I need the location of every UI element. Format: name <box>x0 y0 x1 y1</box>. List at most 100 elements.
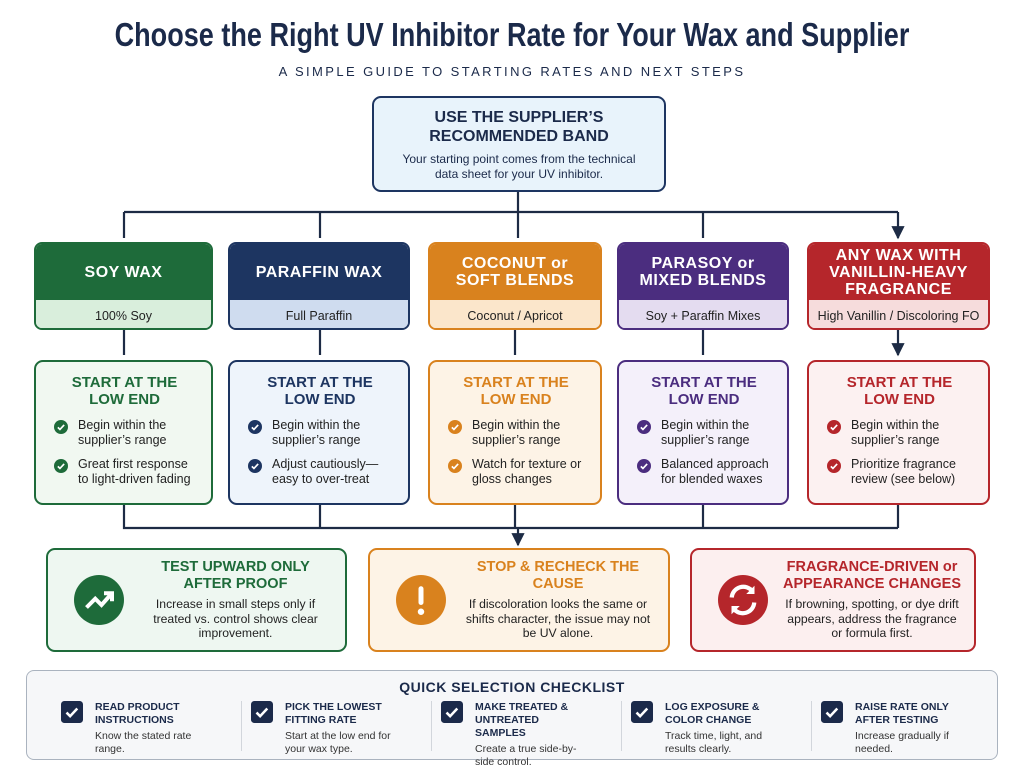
wax-subtitle: Soy + Paraffin Mixes <box>619 300 787 328</box>
checkbox-icon <box>821 701 843 723</box>
wax-subtitle: Coconut / Apricot <box>430 300 600 328</box>
item-title: LOG EXPOSURE & COLOR CHANGE <box>665 701 760 726</box>
checklist: QUICK SELECTION CHECKLIST READ PRODUCT I… <box>26 670 999 768</box>
check-icon <box>248 420 262 434</box>
step-point: Adjust cautiously—easy to over-treat <box>242 457 398 487</box>
item-body: MAKE TREATED & UNTREATED SAMPLES Create a… <box>475 701 585 768</box>
point-text: Adjust cautiously—easy to over-treat <box>272 457 379 486</box>
step-point: Balanced approach for blended waxes <box>631 457 777 487</box>
wax-title: PARASOY or MIXED BLENDS <box>619 244 787 300</box>
item-text: Know the stated rate range. <box>95 730 192 755</box>
start-box: USE THE SUPPLIER’S RECOMMENDED BAND Your… <box>372 96 666 192</box>
wax-title: PARAFFIN WAX <box>230 244 408 300</box>
step-box: START AT THE LOW END Begin within the sup… <box>807 360 990 505</box>
outcome-text: If browning, spotting, or dye drift appe… <box>785 597 959 641</box>
point-text: Watch for texture or gloss changes <box>472 457 582 486</box>
check-icon <box>54 420 68 434</box>
wax-title: ANY WAX WITH VANILLIN-HEAVY FRAGRANCE <box>809 244 988 300</box>
outcome-body: STOP & RECHECK THE CAUSE If discoloration… <box>460 559 668 641</box>
separator <box>811 701 812 751</box>
item-title: READ PRODUCT INSTRUCTIONS <box>95 701 180 726</box>
item-title: PICK THE LOWEST FITTING RATE <box>285 701 382 726</box>
outcome-body: TEST UPWARD ONLY AFTER PROOF Increase in … <box>138 559 345 641</box>
step-point: Begin within the supplier’s range <box>821 418 978 448</box>
point-text: Great first response to light-driven fad… <box>78 457 191 486</box>
step-title: START AT THE LOW END <box>651 374 757 408</box>
checkbox-icon <box>631 701 653 723</box>
point-text: Begin within the supplier’s range <box>472 418 561 447</box>
item-body: LOG EXPOSURE & COLOR CHANGE Track time, l… <box>665 701 775 755</box>
checklist-title: QUICK SELECTION CHECKLIST <box>399 679 625 695</box>
subtitle: A SIMPLE GUIDE TO STARTING RATES AND NEX… <box>278 64 746 79</box>
step-title: START AT THE LOW END <box>267 374 373 408</box>
step-box: START AT THE LOW END Begin within the sup… <box>228 360 410 505</box>
checklist-item: LOG EXPOSURE & COLOR CHANGE Track time, l… <box>631 701 809 755</box>
step-title: START AT THE LOW END <box>463 374 569 408</box>
step-box: START AT THE LOW END Begin within the sup… <box>34 360 213 505</box>
step-point: Begin within the supplier’s range <box>442 418 590 448</box>
checklist-item: MAKE TREATED & UNTREATED SAMPLES Create a… <box>441 701 619 768</box>
step-point: Begin within the supplier’s range <box>631 418 777 448</box>
outcome-box: STOP & RECHECK THE CAUSE If discoloration… <box>368 548 670 652</box>
item-text: Create a true side-by-side control. <box>475 743 577 768</box>
point-text: Begin within the supplier’s range <box>78 418 167 447</box>
item-body: RAISE RATE ONLY AFTER TESTING Increase gr… <box>855 701 965 755</box>
check-icon <box>54 459 68 473</box>
step-point: Great first response to light-driven fad… <box>48 457 201 487</box>
wax-title: COCONUT or SOFT BLENDS <box>430 244 600 300</box>
item-text: Track time, light, and results clearly. <box>665 730 763 755</box>
checkbox-icon <box>441 701 463 723</box>
outcome-title: STOP & RECHECK THE CAUSE <box>476 559 640 593</box>
check-icon <box>248 459 262 473</box>
point-text: Prioritize fragrance review (see below) <box>851 457 956 486</box>
point-text: Begin within the supplier’s range <box>661 418 750 447</box>
item-body: READ PRODUCT INSTRUCTIONS Know the stated… <box>95 701 205 755</box>
check-icon <box>827 420 841 434</box>
wax-header: SOY WAX 100% Soy <box>34 242 213 330</box>
separator <box>621 701 622 751</box>
step-title: START AT THE LOW END <box>71 374 178 408</box>
wax-header: PARASOY or MIXED BLENDS Soy + Paraffin Mi… <box>617 242 789 330</box>
checkbox-icon <box>251 701 273 723</box>
wax-subtitle: Full Paraffin <box>230 300 408 328</box>
wax-subtitle: High Vanillin / Discoloring FO <box>809 300 988 328</box>
step-point: Begin within the supplier’s range <box>242 418 398 448</box>
step-point: Watch for texture or gloss changes <box>442 457 590 487</box>
item-body: PICK THE LOWEST FITTING RATE Start at the… <box>285 701 395 755</box>
check-icon <box>637 459 651 473</box>
item-title: RAISE RATE ONLY AFTER TESTING <box>855 701 949 726</box>
outcome-icon <box>396 575 446 625</box>
outcome-text: If discoloration looks the same or shift… <box>465 597 651 641</box>
checklist-item: RAISE RATE ONLY AFTER TESTING Increase gr… <box>821 701 999 755</box>
check-icon <box>637 420 651 434</box>
step-point: Begin within the supplier’s range <box>48 418 201 448</box>
point-text: Begin within the supplier’s range <box>272 418 361 447</box>
step-box: START AT THE LOW END Begin within the sup… <box>617 360 789 505</box>
step-point: Prioritize fragrance review (see below) <box>821 457 978 487</box>
point-text: Begin within the supplier’s range <box>851 418 940 447</box>
check-icon <box>827 459 841 473</box>
item-title: MAKE TREATED & UNTREATED SAMPLES <box>475 701 569 739</box>
checklist-item: READ PRODUCT INSTRUCTIONS Know the stated… <box>61 701 239 755</box>
item-text: Start at the low end for your wax type. <box>285 730 391 755</box>
outcome-box: FRAGRANCE-DRIVEN or APPEARANCE CHANGES If… <box>690 548 976 652</box>
checkbox-icon <box>61 701 83 723</box>
checklist-item: PICK THE LOWEST FITTING RATE Start at the… <box>251 701 429 755</box>
outcome-title: TEST UPWARD ONLY AFTER PROOF <box>161 559 310 593</box>
check-icon <box>448 459 462 473</box>
outcome-box: TEST UPWARD ONLY AFTER PROOF Increase in … <box>46 548 347 652</box>
outcome-icon <box>718 575 768 625</box>
step-title: START AT THE LOW END <box>846 374 953 408</box>
start-text: Your starting point comes from the techn… <box>402 152 636 181</box>
wax-header: PARAFFIN WAX Full Paraffin <box>228 242 410 330</box>
wax-header: COCONUT or SOFT BLENDS Coconut / Apricot <box>428 242 602 330</box>
separator <box>241 701 242 751</box>
wax-title: SOY WAX <box>36 244 211 300</box>
wax-subtitle: 100% Soy <box>36 300 211 328</box>
check-icon <box>448 420 462 434</box>
outcome-icon <box>74 575 124 625</box>
wax-header: ANY WAX WITH VANILLIN-HEAVY FRAGRANCE Hig… <box>807 242 990 330</box>
title: Choose the Right UV Inhibitor Rate for Y… <box>114 16 910 53</box>
